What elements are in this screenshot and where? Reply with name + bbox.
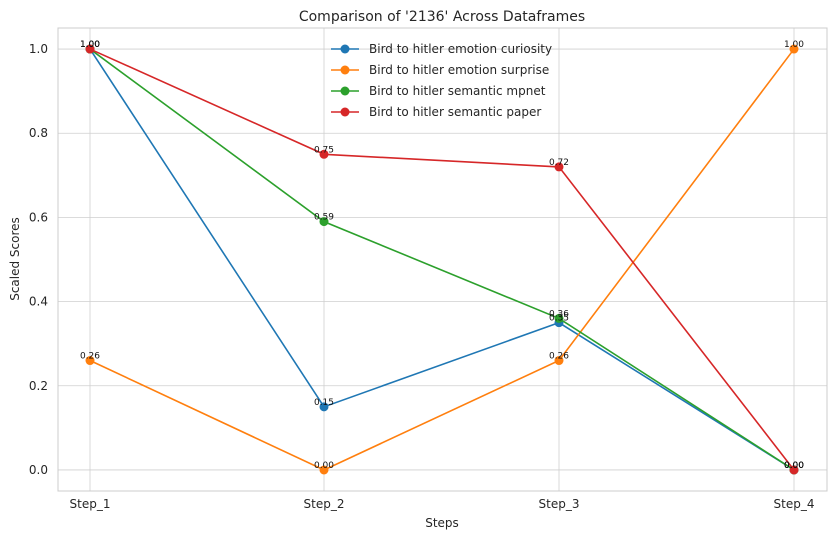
data-label: 0.00 bbox=[314, 461, 334, 471]
data-label: 0.59 bbox=[314, 213, 334, 223]
data-point bbox=[319, 149, 329, 159]
x-axis-title: Steps bbox=[425, 516, 459, 530]
legend-marker bbox=[340, 44, 350, 54]
data-label: 1.00 bbox=[80, 40, 100, 50]
x-tick-label: Step_2 bbox=[304, 497, 345, 511]
legend-label: Bird to hitler emotion curiosity bbox=[369, 42, 552, 56]
data-point bbox=[85, 44, 95, 54]
data-labels: 1.000.150.350.000.260.000.261.001.000.59… bbox=[80, 40, 804, 471]
data-point bbox=[85, 356, 95, 366]
y-tick-label: 0.4 bbox=[29, 295, 48, 309]
data-point bbox=[554, 356, 564, 366]
data-point bbox=[789, 465, 799, 475]
x-tick-label: Step_1 bbox=[70, 497, 111, 511]
data-label: 0.15 bbox=[314, 398, 334, 408]
data-point bbox=[554, 313, 564, 323]
y-tick-label: 0.2 bbox=[29, 379, 48, 393]
legend-label: Bird to hitler emotion surprise bbox=[369, 63, 549, 77]
y-tick-label: 0.8 bbox=[29, 126, 48, 140]
plot-frame bbox=[57, 27, 828, 492]
data-label: 0.00 bbox=[784, 461, 804, 471]
data-label: 1.00 bbox=[784, 40, 804, 50]
legend-marker bbox=[340, 86, 350, 96]
legend-label: Bird to hitler semantic mpnet bbox=[369, 84, 546, 98]
data-label: 1.00 bbox=[80, 40, 100, 50]
series-line bbox=[89, 48, 795, 471]
data-label: 0.36 bbox=[549, 309, 569, 319]
data-label: 1.00 bbox=[80, 40, 100, 50]
y-tick-label: 0.0 bbox=[29, 463, 48, 477]
y-tick-label: 1.0 bbox=[29, 42, 48, 56]
data-label: 0.26 bbox=[549, 352, 569, 362]
legend-label: Bird to hitler semantic paper bbox=[369, 105, 541, 119]
series-line bbox=[89, 48, 795, 471]
chart-title: Comparison of '2136' Across Dataframes bbox=[299, 9, 585, 25]
x-tick-label: Step_3 bbox=[539, 497, 580, 511]
legend-marker bbox=[340, 65, 350, 75]
data-label: 0.35 bbox=[549, 314, 569, 324]
legend-marker bbox=[340, 107, 350, 117]
data-point bbox=[789, 44, 799, 54]
series-line bbox=[89, 48, 795, 471]
axis-ticks: 0.0 0.2 0.4 0.6 0.8 1.0 Step_1 Step_2 Step_3 Step… bbox=[29, 42, 815, 511]
x-tick-label: Step_4 bbox=[774, 497, 815, 511]
data-point bbox=[319, 465, 329, 475]
data-label: 0.72 bbox=[549, 158, 569, 168]
legend: Bird to hitler emotion curiosity Bird to … bbox=[331, 42, 552, 119]
y-tick-label: 0.6 bbox=[29, 210, 48, 224]
data-label: 0.26 bbox=[80, 352, 100, 362]
data-label: 0.00 bbox=[784, 461, 804, 471]
y-axis-title: Scaled Scores bbox=[8, 217, 22, 301]
series-line bbox=[89, 48, 795, 471]
data-label: 0.75 bbox=[314, 145, 334, 155]
data-point bbox=[554, 162, 564, 172]
series-layer bbox=[85, 44, 799, 475]
grid bbox=[58, 28, 827, 491]
data-label: 0.00 bbox=[784, 461, 804, 471]
data-point bbox=[319, 217, 329, 227]
data-point bbox=[319, 402, 329, 412]
